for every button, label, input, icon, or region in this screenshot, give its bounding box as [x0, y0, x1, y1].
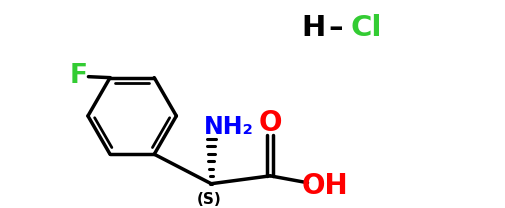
Text: OH: OH	[301, 172, 348, 200]
Text: F: F	[70, 63, 87, 89]
Text: –: –	[328, 14, 342, 42]
Text: (S): (S)	[196, 192, 221, 207]
Text: O: O	[258, 109, 281, 137]
Text: NH₂: NH₂	[204, 115, 254, 139]
Text: H: H	[301, 14, 325, 42]
Text: Cl: Cl	[349, 14, 381, 42]
